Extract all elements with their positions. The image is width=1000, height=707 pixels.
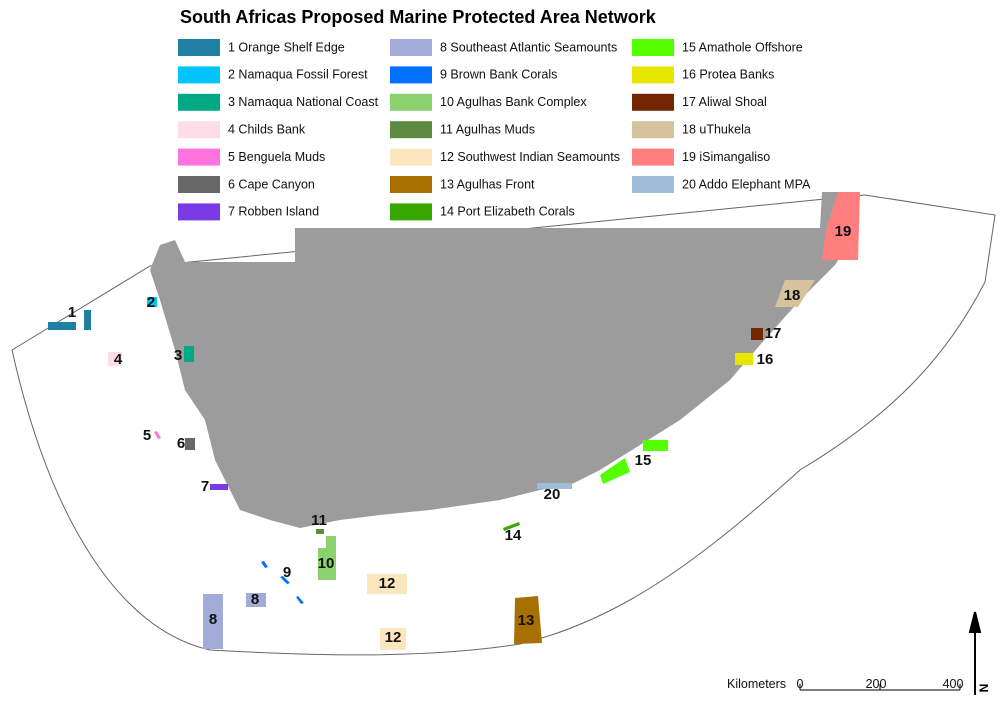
- map-label: 17: [765, 325, 782, 342]
- scale-label: 200: [866, 677, 887, 691]
- mpa-area: [600, 458, 630, 484]
- legend-label: 5 Benguela Muds: [228, 150, 325, 164]
- mpa-area: [751, 328, 763, 340]
- mpa-area: [296, 596, 304, 604]
- legend-swatch: [390, 148, 432, 166]
- map-label: 9: [283, 564, 291, 581]
- map-label: 20: [544, 486, 561, 503]
- legend-label: 20 Addo Elephant MPA: [682, 177, 811, 191]
- legend-swatch: [632, 176, 674, 193]
- legend-swatch: [632, 66, 674, 84]
- mpa-area: [380, 628, 406, 650]
- map-label: 11: [311, 512, 327, 529]
- title: South Africas Proposed Marine Protected …: [180, 7, 657, 27]
- map-label: 12: [385, 629, 402, 646]
- legend-label: 3 Namaqua National Coast: [228, 95, 379, 109]
- scale-label: 0: [797, 677, 804, 691]
- legend-swatch: [632, 121, 674, 139]
- legend-swatch: [632, 39, 674, 56]
- mpa-area: [318, 536, 336, 580]
- map-label: 2: [147, 294, 155, 311]
- legend-swatch: [178, 176, 220, 193]
- map-label: 3: [174, 347, 182, 364]
- legend-label: 2 Namaqua Fossil Forest: [228, 68, 368, 82]
- map-label: 4: [114, 351, 123, 368]
- legend-swatch: [390, 66, 432, 84]
- map-label: 5: [143, 427, 151, 444]
- north-arrow: [968, 611, 982, 695]
- legend-label: 12 Southwest Indian Seamounts: [440, 150, 620, 164]
- mpa-area: [514, 596, 542, 644]
- mpa-area: [108, 352, 122, 366]
- legend-label: 16 Protea Banks: [682, 68, 774, 82]
- legend-label: 9 Brown Bank Corals: [440, 68, 557, 82]
- legend-swatch: [178, 93, 220, 111]
- mpa-area: [367, 574, 407, 594]
- legend-swatch: [390, 176, 432, 193]
- map-label: 13: [518, 612, 535, 629]
- legend-swatch: [390, 93, 432, 111]
- map-label: 1: [68, 304, 76, 321]
- legend-label: 11 Agulhas Muds: [440, 122, 535, 136]
- map-label: 6: [177, 435, 185, 452]
- mpa-area: [280, 576, 290, 584]
- legend-label: 13 Agulhas Front: [440, 177, 535, 191]
- map-label: 8: [251, 591, 259, 608]
- mpa-area: [185, 438, 195, 450]
- map-label: 7: [201, 478, 209, 495]
- legend-swatch: [390, 39, 432, 56]
- map-label: 18: [784, 287, 801, 304]
- legend-swatch: [390, 121, 432, 139]
- legend-label: 1 Orange Shelf Edge: [228, 40, 345, 54]
- legend-label: 6 Cape Canyon: [228, 177, 315, 191]
- mpa-area: [261, 561, 268, 568]
- mpa-area: [84, 310, 91, 330]
- legend-label: 14 Port Elizabeth Corals: [440, 205, 575, 219]
- map-label: 16: [757, 351, 774, 368]
- legend-swatch: [178, 66, 220, 84]
- mpa-area: [537, 483, 572, 489]
- legend-swatch: [390, 203, 432, 221]
- scale-label: 400: [943, 677, 964, 691]
- mpa-area: [210, 484, 228, 490]
- legend-swatch: [632, 93, 674, 111]
- scale-title: Kilometers: [727, 677, 786, 691]
- mpa-area: [735, 353, 753, 365]
- mpa-area: [643, 440, 668, 451]
- map-label: 12: [379, 575, 396, 592]
- legend-swatch: [178, 121, 220, 139]
- mpa-area: [154, 431, 161, 439]
- legend-swatch: [178, 39, 220, 56]
- legend-label: 17 Aliwal Shoal: [682, 95, 767, 109]
- map-label: 19: [835, 223, 852, 240]
- map-label: 15: [635, 452, 652, 469]
- legend-label: 7 Robben Island: [228, 205, 319, 219]
- legend-swatch: [632, 148, 674, 166]
- legend-label: 10 Agulhas Bank Complex: [440, 95, 587, 109]
- mpa-area: [147, 297, 157, 307]
- mpa-area: [316, 529, 324, 534]
- mpa-area: [822, 192, 860, 260]
- legend-label: 15 Amathole Offshore: [682, 40, 803, 54]
- legend-label: 8 Southeast Atlantic Seamounts: [440, 40, 617, 54]
- map-label: 8: [209, 611, 217, 628]
- mpa-area: [246, 593, 266, 607]
- mpa-area: [503, 522, 520, 531]
- mpa-area: [184, 346, 194, 362]
- map-label: 14: [505, 527, 522, 544]
- legend-swatch: [178, 203, 220, 221]
- legend-label: 19 iSimangaliso: [682, 150, 770, 164]
- mpa-area: [203, 594, 223, 649]
- legend-label: 4 Childs Bank: [228, 122, 306, 136]
- legend-label: 18 uThukela: [682, 122, 751, 136]
- legend-swatch: [178, 148, 220, 166]
- north-label: N: [977, 684, 991, 693]
- land: [150, 192, 858, 528]
- map-label: 10: [318, 555, 335, 572]
- mpa-area: [775, 280, 815, 307]
- mpa-area: [48, 322, 76, 330]
